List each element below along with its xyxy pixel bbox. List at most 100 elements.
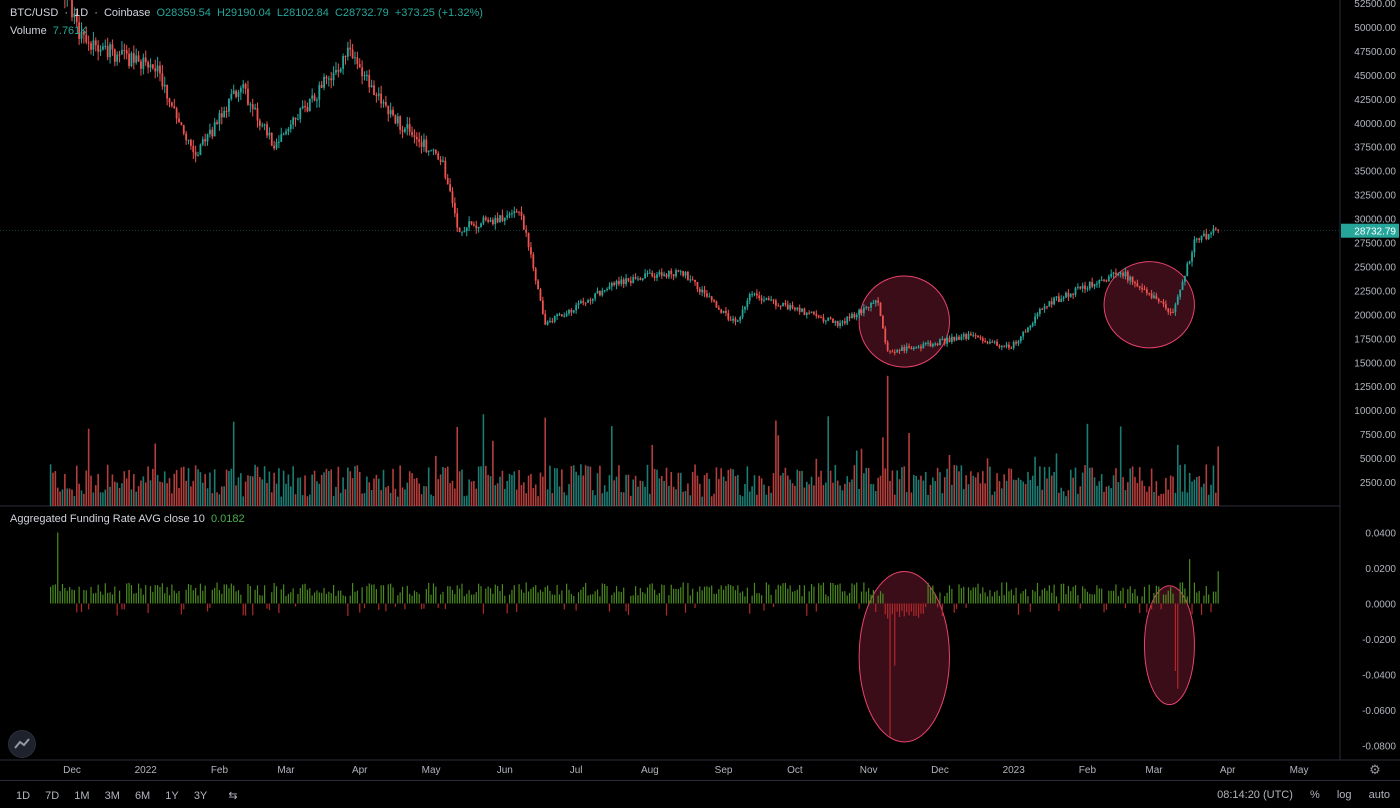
volume-bar — [594, 495, 596, 506]
funding-bar — [338, 591, 339, 604]
candle-body — [918, 347, 920, 348]
funding-bar — [725, 586, 726, 604]
indicator-label[interactable]: Aggregated Funding Rate AVG close 10 — [10, 513, 205, 525]
funding-bar — [730, 585, 731, 603]
clock-label[interactable]: 08:14:20 (UTC) — [1217, 789, 1293, 801]
volume-bar — [290, 486, 292, 506]
candle-body — [380, 94, 382, 104]
funding-bar — [1191, 604, 1192, 615]
volume-bar — [173, 474, 175, 506]
volume-bar — [480, 466, 482, 506]
symbol-name[interactable]: BTC/USD — [10, 7, 58, 19]
funding-bar — [844, 591, 845, 603]
funding-bar — [516, 604, 517, 612]
volume-bar — [868, 468, 870, 506]
funding-bar — [128, 583, 129, 604]
volume-bar — [371, 490, 373, 506]
timeframe-1m[interactable]: 1M — [74, 790, 89, 802]
funding-bar — [1177, 604, 1178, 689]
funding-bar — [164, 593, 165, 603]
volume-bar — [1053, 472, 1055, 506]
timeframe-6m[interactable]: 6M — [135, 790, 150, 802]
funding-bar — [654, 590, 655, 604]
volume-bar — [934, 481, 936, 506]
candle-body — [727, 313, 729, 320]
log-toggle[interactable]: log — [1337, 789, 1352, 801]
candle-body — [1115, 273, 1117, 275]
candle-body — [1155, 296, 1157, 300]
auto-toggle[interactable]: auto — [1369, 789, 1390, 801]
volume-bar — [471, 481, 473, 506]
volume-bar — [323, 472, 325, 506]
interval-label[interactable]: 1D — [74, 7, 88, 19]
timeframe-1d[interactable]: 1D — [16, 790, 30, 802]
funding-bar — [713, 594, 714, 604]
time-tick-label: Aug — [641, 765, 659, 776]
candle-body — [735, 319, 737, 322]
candle-body — [494, 218, 496, 224]
volume-bar — [90, 476, 92, 506]
volume-bar — [81, 491, 83, 506]
timeframe-3y[interactable]: 3Y — [194, 790, 207, 802]
candle-body — [383, 102, 385, 103]
volume-label[interactable]: Volume — [10, 25, 47, 37]
funding-bar — [514, 585, 515, 603]
volume-bar — [1068, 490, 1070, 506]
funding-bar — [331, 593, 332, 603]
time-tick-label: May — [422, 765, 441, 776]
candle-body — [459, 228, 461, 232]
timeframe-7d[interactable]: 7D — [45, 790, 59, 802]
funding-bar — [528, 591, 529, 603]
timeframe-3m[interactable]: 3M — [105, 790, 120, 802]
funding-bar — [428, 583, 429, 604]
volume-bar — [616, 477, 618, 506]
volume-bar — [590, 467, 592, 506]
volume-bar — [908, 433, 910, 506]
volume-bar — [107, 465, 109, 506]
timeframe-1y[interactable]: 1Y — [165, 790, 178, 802]
candle-body — [414, 135, 416, 137]
volume-bar — [1198, 476, 1200, 506]
funding-bar — [476, 592, 477, 603]
volume-bar — [801, 471, 803, 506]
funding-bar — [576, 604, 577, 611]
funding-bar — [79, 587, 80, 604]
funding-tick-label: -0.0600 — [1362, 706, 1396, 717]
volume-bar — [1022, 482, 1024, 506]
funding-bar — [618, 591, 619, 603]
time-tick-label: Jun — [497, 765, 513, 776]
volume-bar — [1079, 486, 1081, 506]
volume-bar — [856, 451, 858, 506]
candle-body — [882, 316, 884, 329]
volume-bar — [575, 472, 577, 506]
date-range-icon[interactable]: ⇆ — [228, 790, 237, 802]
candle-body — [138, 55, 140, 61]
volume-bar — [806, 482, 808, 506]
volume-bar — [920, 476, 922, 506]
candle-body — [892, 351, 894, 352]
volume-bar — [95, 485, 97, 506]
volume-bar — [492, 441, 494, 506]
volume-bar — [568, 484, 570, 506]
funding-bar — [1194, 583, 1195, 604]
volume-bar — [280, 497, 282, 506]
funding-bar — [214, 588, 215, 604]
funding-bar — [780, 586, 781, 604]
volume-bar — [649, 494, 651, 506]
funding-bar — [668, 595, 669, 603]
funding-bar — [954, 604, 955, 613]
funding-bar — [930, 588, 931, 603]
funding-bar — [300, 588, 301, 603]
candle-body — [872, 303, 874, 304]
chart-canvas[interactable]: 52500.0050000.0047500.0045000.0042500.00… — [0, 0, 1400, 780]
funding-bar — [269, 604, 270, 611]
price-tick-label: 22500.00 — [1354, 286, 1396, 297]
tradingview-logo-icon[interactable] — [8, 730, 36, 758]
funding-bar — [599, 596, 600, 603]
percent-toggle[interactable]: % — [1310, 789, 1320, 801]
settings-gear-icon[interactable]: ⚙ — [1369, 762, 1381, 777]
price-tick-label: 45000.00 — [1354, 71, 1396, 82]
volume-bar — [991, 495, 993, 506]
volume-bar — [183, 467, 185, 506]
funding-bar — [1039, 596, 1040, 603]
